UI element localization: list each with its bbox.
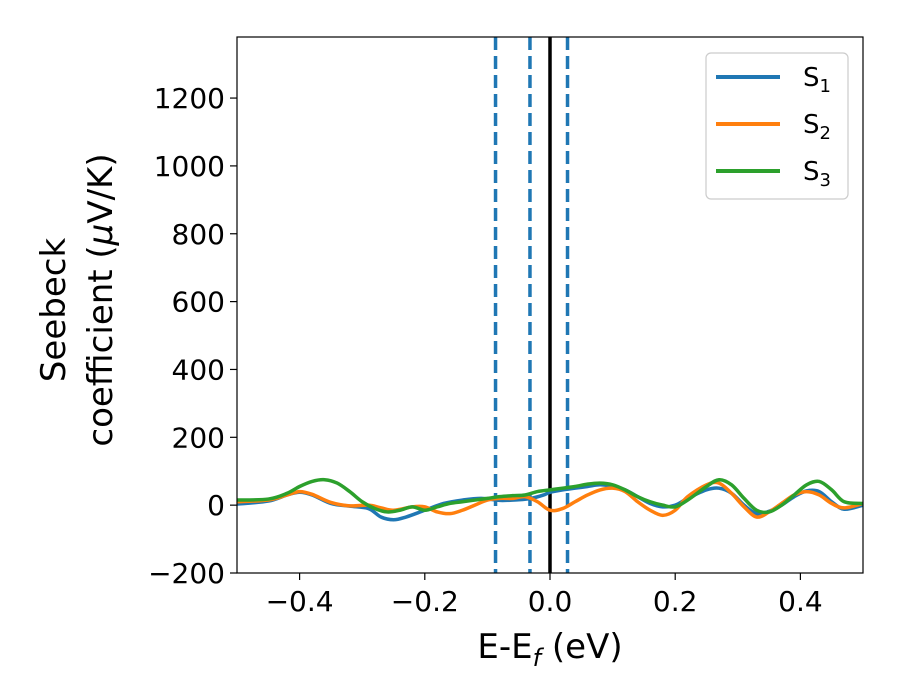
series-line-s2 <box>237 480 863 519</box>
legend-label-s1-main: S <box>803 63 820 93</box>
legend-label-s3: S3 <box>803 157 831 191</box>
legend: S1 S2 S3 <box>705 52 849 200</box>
legend-label-s1-sub: 1 <box>820 76 831 97</box>
legend-entry-s2: S2 <box>716 110 831 144</box>
y-tick-label: −200 <box>148 557 225 590</box>
legend-entry-s3: S3 <box>716 157 831 191</box>
y-axis-label-line2: coefficient (μV/K) <box>81 153 121 446</box>
y-tick-label: 600 <box>172 286 225 319</box>
y-axis-label-prefix: coefficient ( <box>81 245 121 446</box>
y-tick-label: 1000 <box>154 150 225 183</box>
plot-area <box>237 37 863 573</box>
legend-label-s2-sub: 2 <box>820 123 831 144</box>
y-tick-label: 400 <box>172 353 225 386</box>
x-axis-label-main: E-E <box>477 627 532 667</box>
x-tick-label: 0.4 <box>778 585 823 618</box>
y-tick-label: 1200 <box>154 82 225 115</box>
legend-label-s2-main: S <box>803 110 820 140</box>
legend-label-s3-main: S <box>803 157 820 187</box>
y-axis-label-suffix: V/K) <box>81 153 121 223</box>
x-tick-label: 0.0 <box>528 585 573 618</box>
y-axis-label-line1: Seebeck <box>34 238 74 383</box>
axes: −0.4 −0.2 0.0 0.2 0.4−2000200400600800100012… <box>148 36 864 618</box>
x-tick-label: −0.2 <box>391 585 459 618</box>
x-tick-label: 0.2 <box>653 585 698 618</box>
x-axis-label: E-Ef (eV) <box>477 627 622 672</box>
y-axis-label-mu: μ <box>81 224 121 247</box>
legend-label-s2: S2 <box>803 110 831 144</box>
legend-label-s1: S1 <box>803 63 831 97</box>
y-tick-label: 0 <box>207 489 225 522</box>
x-axis-label-unit: (eV) <box>541 627 623 667</box>
legend-entry-s1: S1 <box>716 63 831 97</box>
legend-label-s3-sub: 3 <box>820 170 831 191</box>
y-tick-label: 200 <box>172 421 225 454</box>
y-tick-label: 800 <box>172 218 225 251</box>
x-tick-label: −0.4 <box>266 585 334 618</box>
series-line-s3 <box>237 477 863 515</box>
